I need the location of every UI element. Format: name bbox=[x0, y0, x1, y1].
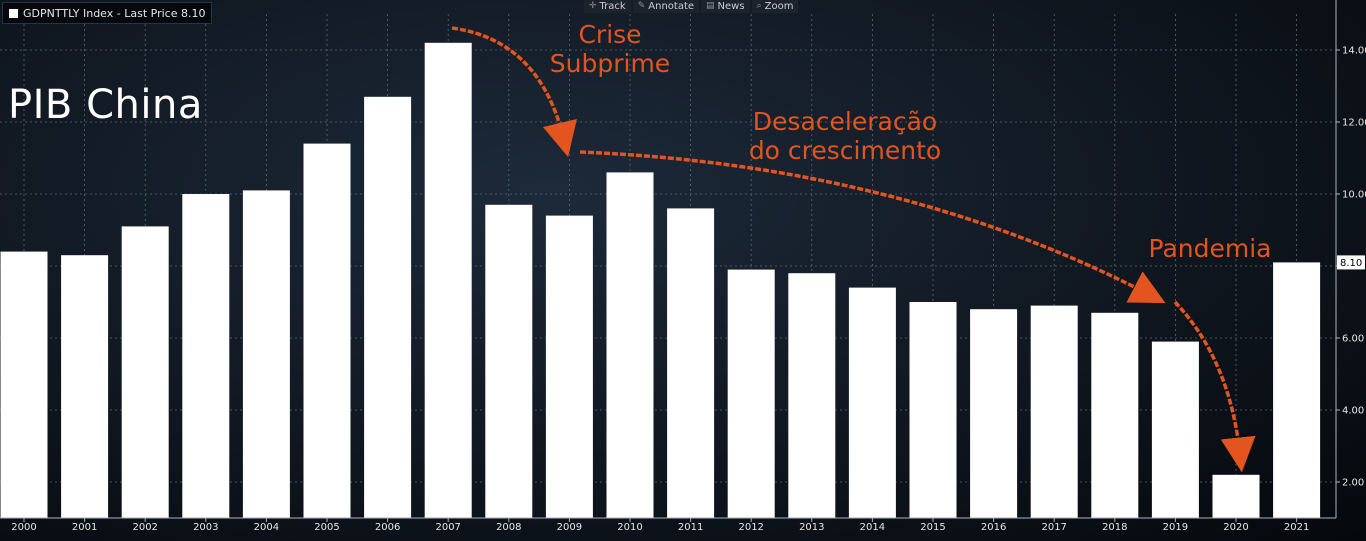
bar bbox=[545, 215, 593, 518]
last-price-label: 8.10 bbox=[1340, 258, 1362, 269]
crisis-annotation-line2: Subprime bbox=[549, 49, 671, 78]
slowdown-annotation: Desaceleração do crescimento bbox=[725, 107, 965, 165]
x-tick-label: 2013 bbox=[799, 522, 824, 533]
x-tick-label: 2019 bbox=[1163, 522, 1188, 533]
track-label: Track bbox=[599, 1, 626, 12]
chart-title: PIB China bbox=[8, 82, 203, 128]
bar bbox=[121, 226, 169, 518]
slowdown-arrow bbox=[579, 150, 1166, 304]
x-tick-label: 2009 bbox=[557, 522, 582, 533]
crosshair-icon: ✛ bbox=[589, 1, 597, 11]
crisis-arrow bbox=[451, 26, 577, 158]
bar bbox=[667, 208, 715, 518]
annotate-button[interactable]: ✎ Annotate bbox=[632, 0, 700, 13]
zoom-label: Zoom bbox=[764, 1, 794, 12]
x-tick-label: 2011 bbox=[678, 522, 703, 533]
y-tick-label: 2.00 bbox=[1342, 478, 1364, 489]
bar bbox=[182, 194, 230, 518]
x-tick-label: 2001 bbox=[72, 522, 97, 533]
x-tick-label: 2012 bbox=[738, 522, 763, 533]
chart-toolbar: ✛ Track ✎ Annotate ▤ News ⌕ Zoom bbox=[584, 0, 799, 14]
bar bbox=[364, 96, 412, 519]
x-tick-label: 2020 bbox=[1223, 522, 1248, 533]
annotation-arrows bbox=[451, 26, 1256, 473]
x-tick-label: 2008 bbox=[496, 522, 521, 533]
pandemic-arrow bbox=[1173, 300, 1256, 473]
bar bbox=[424, 42, 472, 519]
x-tick-label: 2004 bbox=[254, 522, 279, 533]
x-tick-label: 2014 bbox=[860, 522, 885, 533]
x-tick-label: 2010 bbox=[617, 522, 642, 533]
x-tick-label: 2002 bbox=[132, 522, 157, 533]
slowdown-annotation-line1: Desaceleração bbox=[752, 107, 938, 136]
legend-swatch bbox=[9, 8, 18, 18]
bar bbox=[0, 251, 48, 518]
crisis-annotation-line1: Crise bbox=[578, 20, 642, 49]
bar bbox=[1151, 341, 1199, 518]
legend[interactable]: GDPNTTLY Index - Last Price 8.10 bbox=[2, 2, 213, 24]
bar bbox=[727, 269, 775, 518]
bar bbox=[485, 204, 533, 519]
x-tick-label: 2005 bbox=[314, 522, 339, 533]
x-tick-label: 2015 bbox=[920, 522, 945, 533]
track-button[interactable]: ✛ Track bbox=[584, 0, 631, 13]
news-label: News bbox=[717, 1, 745, 12]
chart-bars bbox=[0, 42, 1321, 519]
zoom-button[interactable]: ⌕ Zoom bbox=[751, 0, 799, 13]
pandemic-annotation: Pandemia bbox=[1148, 234, 1272, 263]
bar bbox=[606, 172, 654, 518]
crisis-annotation: Crise Subprime bbox=[535, 20, 685, 78]
bar bbox=[61, 255, 109, 518]
pencil-icon: ✎ bbox=[637, 1, 646, 11]
x-tick-label: 2003 bbox=[193, 522, 218, 533]
x-tick-label: 2018 bbox=[1102, 522, 1127, 533]
x-tick-label: 2017 bbox=[1041, 522, 1066, 533]
x-tick-label: 2016 bbox=[981, 522, 1006, 533]
y-tick-label: 12.00 bbox=[1342, 118, 1366, 129]
bar bbox=[848, 287, 896, 518]
y-tick-label: 4.00 bbox=[1342, 406, 1364, 417]
bar bbox=[909, 302, 957, 518]
bar bbox=[1030, 305, 1078, 518]
last-price-tag bbox=[1337, 255, 1365, 270]
x-tick-label: 2007 bbox=[435, 522, 460, 533]
bar bbox=[303, 143, 351, 518]
slowdown-annotation-line2: do crescimento bbox=[748, 136, 942, 165]
bar bbox=[788, 273, 836, 518]
bar bbox=[1212, 474, 1260, 518]
magnifier-icon: ⌕ bbox=[756, 1, 762, 11]
y-tick-label: 6.00 bbox=[1342, 334, 1364, 345]
news-button[interactable]: ▤ News bbox=[701, 0, 750, 13]
y-tick-label: 14.00 bbox=[1342, 46, 1366, 57]
bar bbox=[1273, 262, 1321, 518]
legend-label: GDPNTTLY Index - Last Price 8.10 bbox=[23, 6, 206, 20]
bar bbox=[1091, 312, 1139, 518]
bar bbox=[970, 309, 1018, 518]
bar bbox=[242, 190, 290, 518]
x-tick-label: 2021 bbox=[1284, 522, 1309, 533]
x-tick-label: 2000 bbox=[11, 522, 36, 533]
news-icon: ▤ bbox=[706, 1, 715, 11]
x-tick-label: 2006 bbox=[375, 522, 400, 533]
annotate-label: Annotate bbox=[648, 1, 695, 12]
y-tick-label: 10.00 bbox=[1342, 190, 1366, 201]
